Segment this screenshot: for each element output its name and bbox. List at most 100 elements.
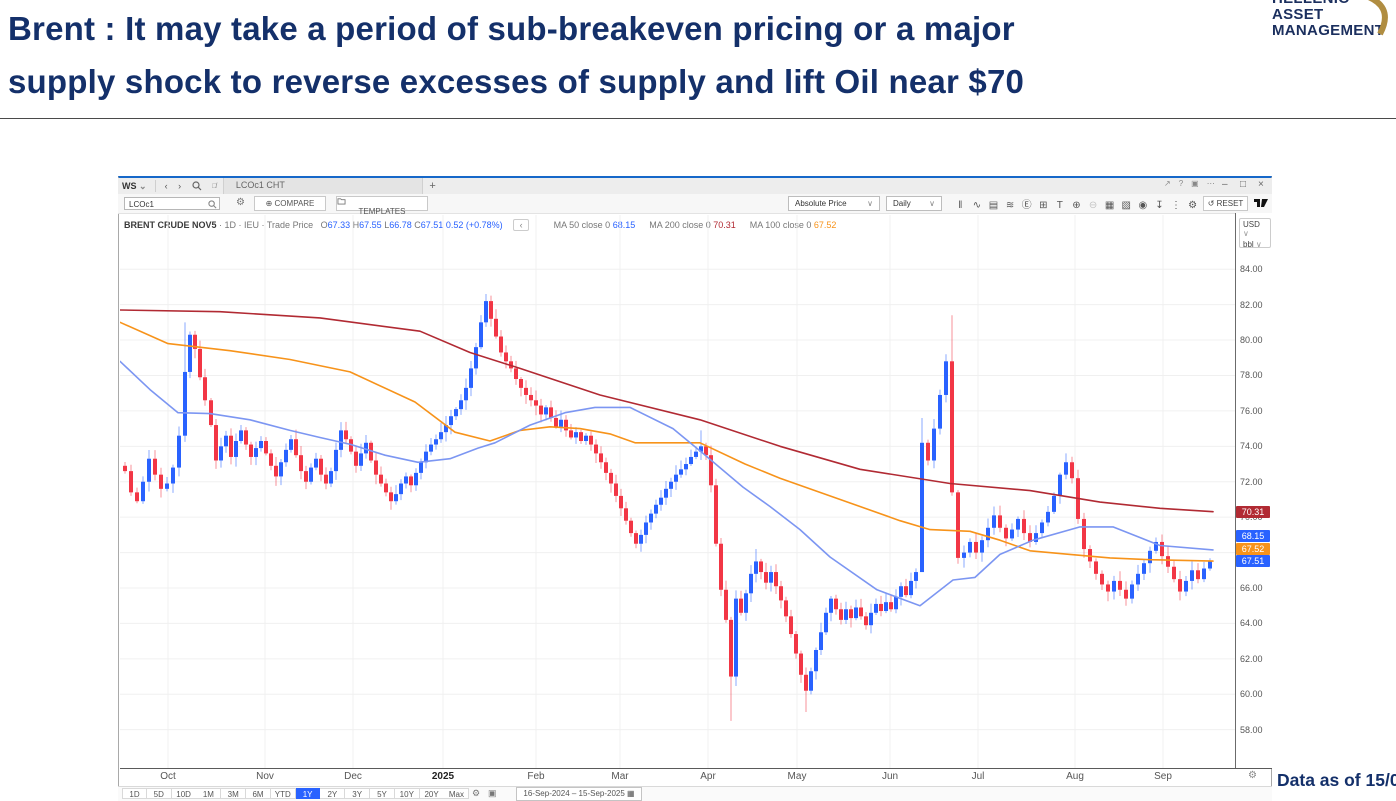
gear-icon[interactable]: ⚙ (1188, 200, 1198, 211)
kebab-icon[interactable]: ⋮ (1171, 200, 1182, 211)
logo-line1: HELLENIC (1272, 0, 1396, 7)
range-button-10y[interactable]: 10Y (394, 788, 420, 799)
date-range-picker[interactable]: 16-Sep-2024 – 15-Sep-2025 ▦ (516, 787, 642, 801)
price-tick-label: 84.00 (1240, 264, 1263, 275)
price-tick-label: 76.00 (1240, 405, 1263, 416)
time-axis-label: May (787, 771, 807, 782)
layers-icon[interactable]: ▤ (988, 200, 999, 211)
wave-styles-icon[interactable]: ≋ (1005, 200, 1015, 211)
forward-button[interactable]: › (178, 181, 182, 191)
range-button-1m[interactable]: 1M (196, 788, 222, 799)
time-axis-label: Jun (881, 771, 899, 782)
layout-icon[interactable]: ▧ (1121, 200, 1131, 211)
time-axis-label: 2025 (431, 771, 455, 782)
time-axis-line (120, 768, 1272, 769)
price-tick-label: 60.00 (1240, 689, 1263, 700)
templates-button[interactable]: TEMPLATES (336, 196, 428, 216)
zoom-out-icon[interactable]: ⊖ (1088, 200, 1098, 211)
price-badge: 67.52 (1236, 542, 1270, 555)
slide-title-line2: supply shock to reverse excesses of supp… (8, 63, 1025, 100)
compare-button[interactable]: ⊕ COMPARE (254, 196, 326, 211)
data-as-of-note: Data as of 15/0 (1277, 770, 1396, 790)
tradingview-logo (1254, 199, 1268, 207)
range-button-10d[interactable]: 10D (171, 788, 197, 799)
image-icon[interactable]: ▣ (1191, 179, 1199, 188)
range-button-ytd[interactable]: YTD (270, 788, 296, 799)
price-tick-label: 62.00 (1240, 653, 1263, 664)
help-icon[interactable]: ? (1178, 179, 1184, 188)
reset-button[interactable]: ↺ RESET (1203, 196, 1248, 211)
price-tick-label: 64.00 (1240, 618, 1263, 629)
logo-line3: MANAGEMENT (1272, 22, 1385, 39)
price-mode-select[interactable]: Absolute Price ∨ (788, 196, 880, 211)
range-button-5d[interactable]: 5D (146, 788, 172, 799)
price-tick-label: 78.00 (1240, 370, 1263, 381)
slide-title: Brent : It may take a period of sub-brea… (8, 2, 1258, 108)
new-tab-button[interactable]: + (429, 180, 436, 192)
search-icon[interactable] (188, 179, 206, 194)
time-axis-label: Mar (611, 771, 629, 782)
company-logo: HELLENIC ASSET MANAGEMENT (1272, 0, 1396, 39)
range-button-max[interactable]: Max (444, 788, 470, 799)
axis-unit-box[interactable]: USD ∨ bbl ∨ (1239, 218, 1271, 249)
share-icon[interactable]: ↗ (1164, 179, 1171, 188)
price-chart[interactable] (120, 215, 1235, 768)
legend-ma-entry: MA 50 close 0 68.15 (553, 220, 636, 230)
compare-add-icon[interactable]: ⊞ (1039, 200, 1048, 211)
range-button-1y[interactable]: 1Y (295, 788, 321, 799)
unit-select[interactable]: bbl ∨ (1243, 240, 1262, 249)
legend-collapse-button[interactable]: ‹ (513, 219, 530, 231)
range-button-3y[interactable]: 3Y (345, 788, 371, 799)
price-axis[interactable] (1235, 213, 1272, 768)
time-axis-label: Feb (527, 771, 545, 782)
table-icon[interactable]: ▦ (1104, 200, 1115, 211)
range-panel-icon[interactable]: ▣ (488, 788, 497, 798)
interval-select[interactable]: Daily ∨ (886, 196, 942, 211)
range-button-6m[interactable]: 6M (246, 788, 271, 799)
symbol-search-input[interactable]: LCOc1 (124, 197, 220, 210)
calendar-icon: ▦ (627, 789, 635, 798)
range-settings-gear-icon[interactable]: ⚙ (472, 788, 481, 798)
time-axis-label: Aug (1066, 771, 1084, 782)
legend-change: 0.52 (+0.78%) (445, 220, 503, 230)
candles-style-icon[interactable]: ‖ (958, 200, 963, 211)
export-icon[interactable]: ↧ (1155, 200, 1164, 211)
search-icon (208, 200, 217, 209)
range-button-5y[interactable]: 5Y (370, 788, 395, 799)
titlebar-right-icons: ↗? ▣ ⋯ (1160, 178, 1219, 194)
maximize-button[interactable]: □ (1240, 179, 1247, 190)
close-button[interactable]: × (1258, 179, 1264, 190)
range-button-3m[interactable]: 3M (221, 788, 247, 799)
slide-title-line1: Brent : It may take a period of sub-brea… (8, 10, 1015, 47)
divider (155, 180, 157, 192)
time-axis-label: Apr (700, 771, 716, 782)
ws-menu[interactable]: WS ⌄ (122, 180, 147, 192)
time-axis-label: Dec (344, 771, 362, 782)
currency-select[interactable]: USD ∨ (1243, 220, 1260, 238)
price-tick-label: 66.00 (1240, 583, 1263, 593)
more-icon[interactable]: ⋯ (1206, 179, 1215, 188)
range-button-2y[interactable]: 2Y (320, 788, 346, 799)
time-axis-label: Oct (160, 771, 176, 782)
price-tick-label: 58.00 (1240, 724, 1263, 735)
price-tick-label: 80.00 (1240, 335, 1263, 346)
minimize-button[interactable]: – (1222, 179, 1228, 190)
back-button[interactable]: ‹ (164, 181, 168, 191)
lock-icon: □̸ (212, 182, 217, 190)
range-button-20y[interactable]: 20Y (419, 788, 445, 799)
logo-line2: ASSET (1272, 6, 1324, 23)
camera-icon[interactable]: ◉ (1138, 200, 1148, 211)
zoom-in-icon[interactable]: ⊕ (1072, 200, 1081, 211)
text-tool-icon[interactable]: T (1056, 200, 1063, 211)
tab-lcoc1-cht[interactable]: LCOc1 CHT (222, 178, 423, 194)
title-divider (0, 118, 1396, 119)
events-icon[interactable]: Ⓔ (1021, 200, 1032, 211)
time-axis-label: Sep (1154, 771, 1172, 782)
price-tick-label: 72.00 (1240, 476, 1263, 487)
folder-icon (337, 198, 346, 205)
symbol-settings-gear-icon[interactable]: ⚙ (236, 197, 245, 208)
logo-swoosh-icon (1367, 0, 1388, 36)
range-button-1d[interactable]: 1D (122, 788, 147, 799)
indicator-icon[interactable]: ∿ (972, 200, 982, 211)
axis-settings-gear-icon[interactable]: ⚙ (1248, 770, 1257, 781)
